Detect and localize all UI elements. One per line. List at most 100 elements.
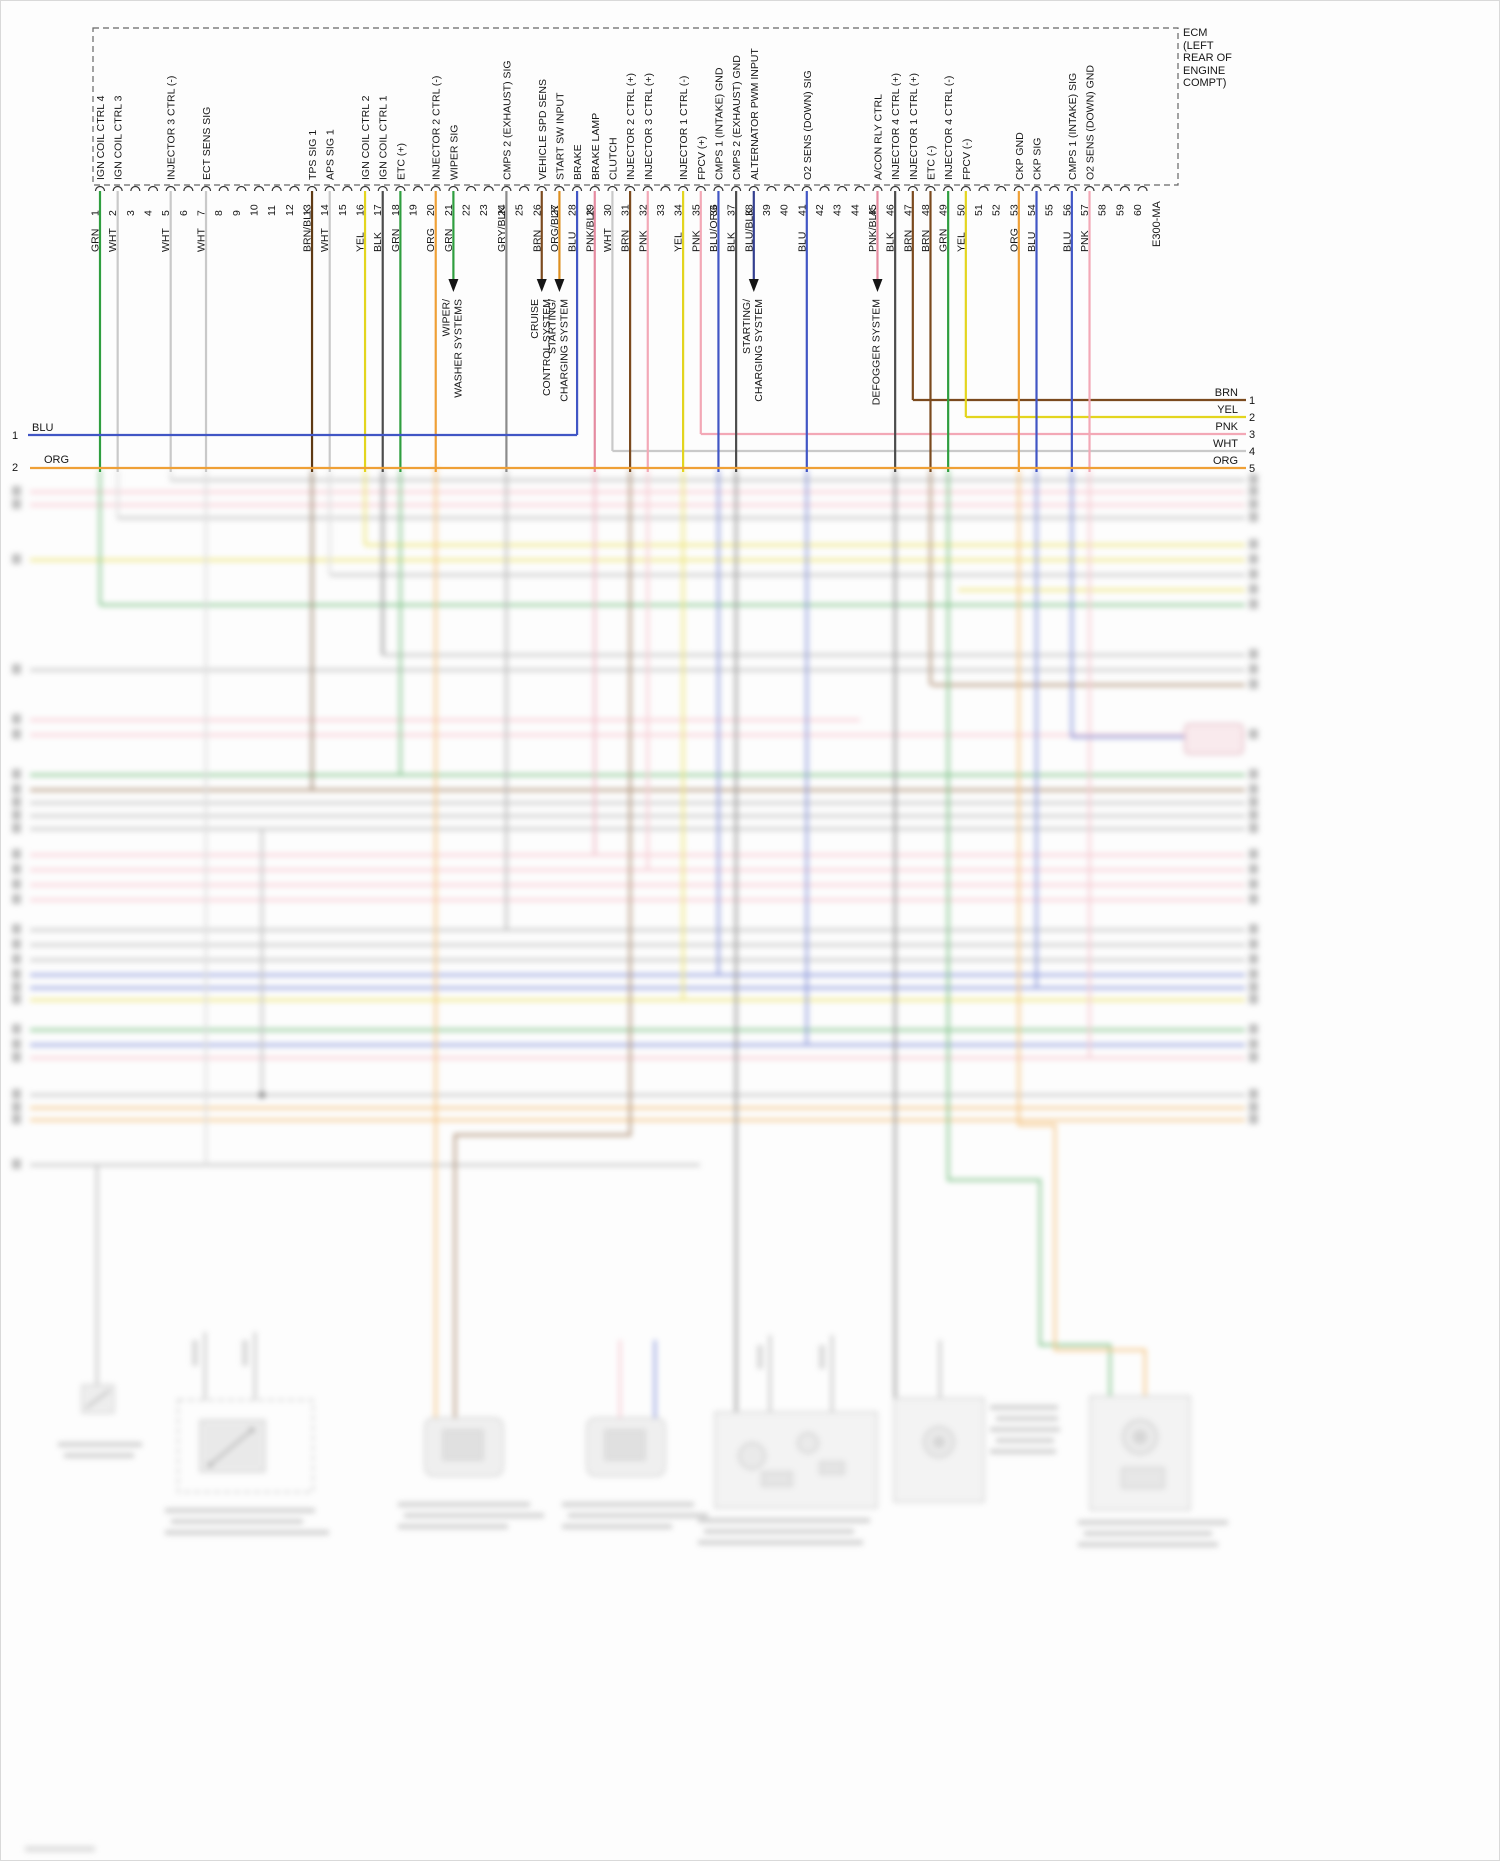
- pin-number: 53: [1008, 204, 1020, 216]
- terminal-bracket: [1049, 185, 1060, 192]
- terminal-bracket: [147, 185, 159, 192]
- pin-number: 23: [478, 204, 490, 216]
- pin-number: 29: [584, 204, 596, 216]
- arrow-head: [872, 279, 883, 292]
- pin-color-label: YEL: [355, 232, 367, 252]
- terminal-bracket: [890, 185, 901, 192]
- arrow-head: [536, 279, 547, 292]
- shape: [1249, 486, 1258, 496]
- system-arrow-label: CHARGING SYSTEM: [753, 299, 765, 402]
- pin-function-label: CKP SIG: [1032, 138, 1044, 180]
- terminal-bracket: [713, 185, 724, 192]
- terminal-bracket: [943, 185, 954, 192]
- shape: [757, 1345, 763, 1369]
- pin-color-label: BLU: [796, 232, 808, 252]
- terminal-bracket: [978, 185, 989, 192]
- pin-number: 21: [443, 204, 455, 216]
- terminal-bracket: [642, 185, 653, 192]
- blurred-caption: [58, 1442, 142, 1447]
- terminal-bracket: [695, 185, 706, 192]
- shape: [12, 879, 21, 889]
- shape: [1249, 1089, 1258, 1099]
- pin-color-label: ORG/BLK: [549, 205, 561, 252]
- pin-number: 35: [690, 204, 702, 216]
- system-arrow-label: STARTING/: [546, 299, 558, 354]
- pin-number: 34: [673, 204, 685, 216]
- edge-wire-number: 2: [12, 462, 18, 474]
- pin-color-label: PNK/BLK: [584, 208, 596, 252]
- pin-function-label: CLUTCH: [607, 137, 619, 180]
- terminal-bracket: [907, 185, 918, 192]
- pin-number: 8: [213, 210, 225, 216]
- pin-function-label: ALTERNATOR PWM INPUT: [749, 48, 761, 180]
- pin-number: 31: [620, 204, 632, 216]
- pin-number: 7: [196, 210, 208, 216]
- shape: [1249, 810, 1258, 820]
- pin-color-label: ORG: [425, 228, 437, 252]
- shape: [12, 823, 21, 833]
- system-arrow-label: WASHER SYSTEMS: [452, 299, 464, 398]
- terminal-bracket: [306, 185, 318, 192]
- pin-function-label: BRAKE: [572, 144, 584, 180]
- terminal-bracket: [359, 185, 371, 192]
- pin-function-label: TPS SIG 1: [307, 130, 319, 180]
- pin-color-label: GRY/BLK: [496, 207, 508, 252]
- junction-dot: [258, 1091, 266, 1099]
- pin-number: 39: [761, 204, 773, 216]
- terminal-bracket: [1013, 185, 1024, 192]
- pin-color-label: BRN: [620, 230, 632, 252]
- pin-number: 46: [885, 204, 897, 216]
- shape: [819, 1461, 845, 1475]
- pin-color-label: GRN: [90, 229, 102, 252]
- pin-function-label: A/CON RLY CTRL: [872, 94, 884, 180]
- edge-wire-label: ORG: [1213, 455, 1238, 467]
- terminal-bracket: [430, 185, 441, 192]
- shape: [1249, 769, 1258, 779]
- pin-number: 44: [849, 204, 861, 216]
- terminal-bracket: [271, 185, 282, 192]
- system-arrow-label: CRUISE: [529, 299, 541, 339]
- pin-function-label: IGN COIL CTRL 1: [378, 95, 390, 180]
- ecm-label-line: (LEFT: [1183, 39, 1214, 52]
- pin-number: 50: [955, 204, 967, 216]
- pin-number: 30: [602, 204, 614, 216]
- shape: [1249, 1114, 1258, 1124]
- pin-color-label: BRN/BLK: [302, 207, 314, 252]
- pin-color-label: ORG: [1008, 228, 1020, 252]
- shape: [12, 769, 21, 779]
- system-arrow-label: STARTING/: [741, 299, 753, 354]
- blurred-caption: [704, 1529, 854, 1534]
- ecm-box: [92, 27, 1179, 186]
- shape: [1249, 994, 1258, 1004]
- ecm-label-line: REAR OF: [1183, 52, 1232, 64]
- edge-wire-number: 4: [1249, 446, 1255, 458]
- component-box: [177, 1399, 314, 1493]
- shape: [1249, 849, 1258, 859]
- shape: [12, 982, 21, 992]
- pin-function-label: ECT SENS SIG: [201, 107, 213, 180]
- terminal-bracket: [289, 185, 300, 192]
- pin-function-label: INJECTOR 3 CTRL (+): [643, 73, 655, 180]
- pin-color-label: WHT: [196, 228, 208, 252]
- pin-color-label: PNK: [690, 230, 702, 252]
- pin-number: 13: [302, 204, 314, 216]
- terminal-bracket: [607, 185, 618, 192]
- wire: [1017, 470, 1147, 1400]
- system-arrow-label: DEFOGGER SYSTEM: [870, 299, 882, 405]
- pin-color-label: GRN: [390, 229, 402, 252]
- shape: [12, 1024, 21, 1034]
- shape: [1249, 954, 1258, 964]
- pin-color-label: BRN: [902, 230, 914, 252]
- pin-number: 6: [178, 210, 190, 216]
- blurred-caption: [562, 1502, 694, 1507]
- pin-number: 27: [549, 204, 561, 216]
- shape: [1249, 784, 1258, 794]
- pin-function-label: IGN COIL CTRL 3: [113, 95, 125, 180]
- terminal-bracket: [837, 185, 848, 192]
- shape: [12, 664, 21, 674]
- pin-function-label: CMPS 1 (INTAKE) GND: [713, 67, 725, 180]
- blurred-caption: [165, 1530, 329, 1535]
